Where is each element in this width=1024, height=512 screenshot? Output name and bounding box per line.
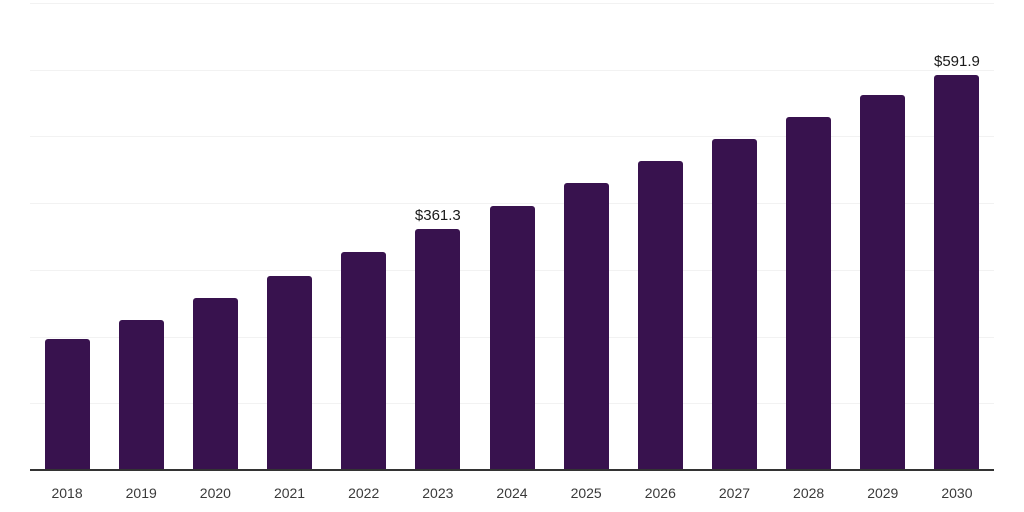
x-tick-label-2029: 2029 — [867, 485, 899, 501]
x-tick-label-2030: 2030 — [941, 485, 973, 501]
x-axis-line — [30, 469, 994, 471]
bar-2030 — [934, 75, 980, 470]
bar-2021 — [267, 276, 313, 470]
x-tick-label-2027: 2027 — [718, 485, 751, 501]
bar-2023 — [415, 228, 461, 470]
bar-2025 — [563, 183, 609, 470]
bar-2018 — [44, 338, 90, 470]
x-tick-label-2022: 2022 — [348, 485, 380, 501]
bar-value-label-2023: $361.3 — [414, 206, 461, 224]
bar-2028 — [786, 116, 832, 470]
gridline-700 — [30, 3, 994, 4]
gridline-600 — [30, 69, 994, 71]
x-tick-label-2024: 2024 — [496, 485, 528, 501]
bar-2026 — [637, 161, 683, 470]
x-tick-label-2018: 2018 — [51, 485, 83, 501]
x-tick-label-2025: 2025 — [570, 485, 602, 501]
x-tick-label-2023: 2023 — [422, 485, 454, 501]
gridline-500 — [30, 136, 994, 138]
x-tick-label-2021: 2021 — [273, 485, 306, 501]
bar-2019 — [118, 319, 164, 470]
x-tick-label-2028: 2028 — [793, 485, 825, 501]
x-tick-label-2026: 2026 — [644, 485, 676, 501]
bar-2027 — [711, 139, 757, 470]
x-tick-label-2019: 2019 — [125, 485, 157, 501]
gridline-400 — [30, 203, 994, 205]
bar-2029 — [860, 94, 906, 470]
x-tick-label-2020: 2020 — [199, 485, 231, 501]
bar-2020 — [192, 298, 238, 470]
bar-2024 — [489, 206, 535, 470]
bar-value-label-2030: $591.9 — [933, 53, 980, 71]
bar-2022 — [341, 252, 387, 470]
